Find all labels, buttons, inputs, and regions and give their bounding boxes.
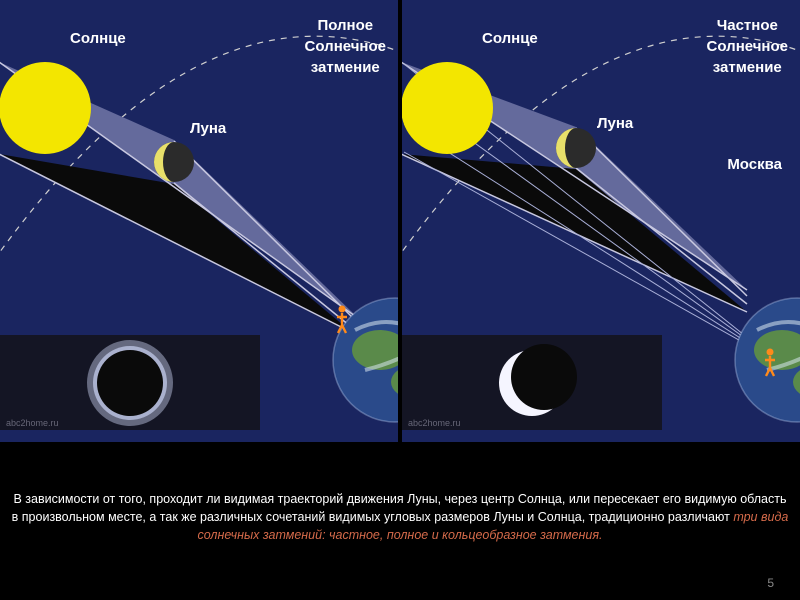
sun-icon xyxy=(0,62,91,154)
watermark: abc2home.ru xyxy=(408,418,461,428)
eclipse-inset xyxy=(402,335,662,430)
moon-label: Луна xyxy=(597,115,633,132)
panel-title: ПолноеСолнечноезатмение xyxy=(305,15,386,78)
location-label: Москва xyxy=(727,156,782,173)
eclipse-inset xyxy=(0,335,260,430)
moon-label: Луна xyxy=(190,120,226,137)
sun-label: Солнце xyxy=(482,30,538,47)
sun-label: Солнце xyxy=(70,30,126,47)
panel-title: ЧастноеСолнечноезатмение xyxy=(707,15,788,78)
sun-icon xyxy=(402,62,493,154)
watermark: abc2home.ru xyxy=(6,418,59,428)
caption-text: В зависимости от того, проходит ли видим… xyxy=(12,492,787,524)
panel-partial-eclipse: Солнце Луна ЧастноеСолнечноезатмение Москва… xyxy=(402,0,800,442)
panel-total-eclipse: Солнце Луна ПолноеСолнечноезатмение abc2hom… xyxy=(0,0,398,442)
page-number: 5 xyxy=(767,576,774,590)
